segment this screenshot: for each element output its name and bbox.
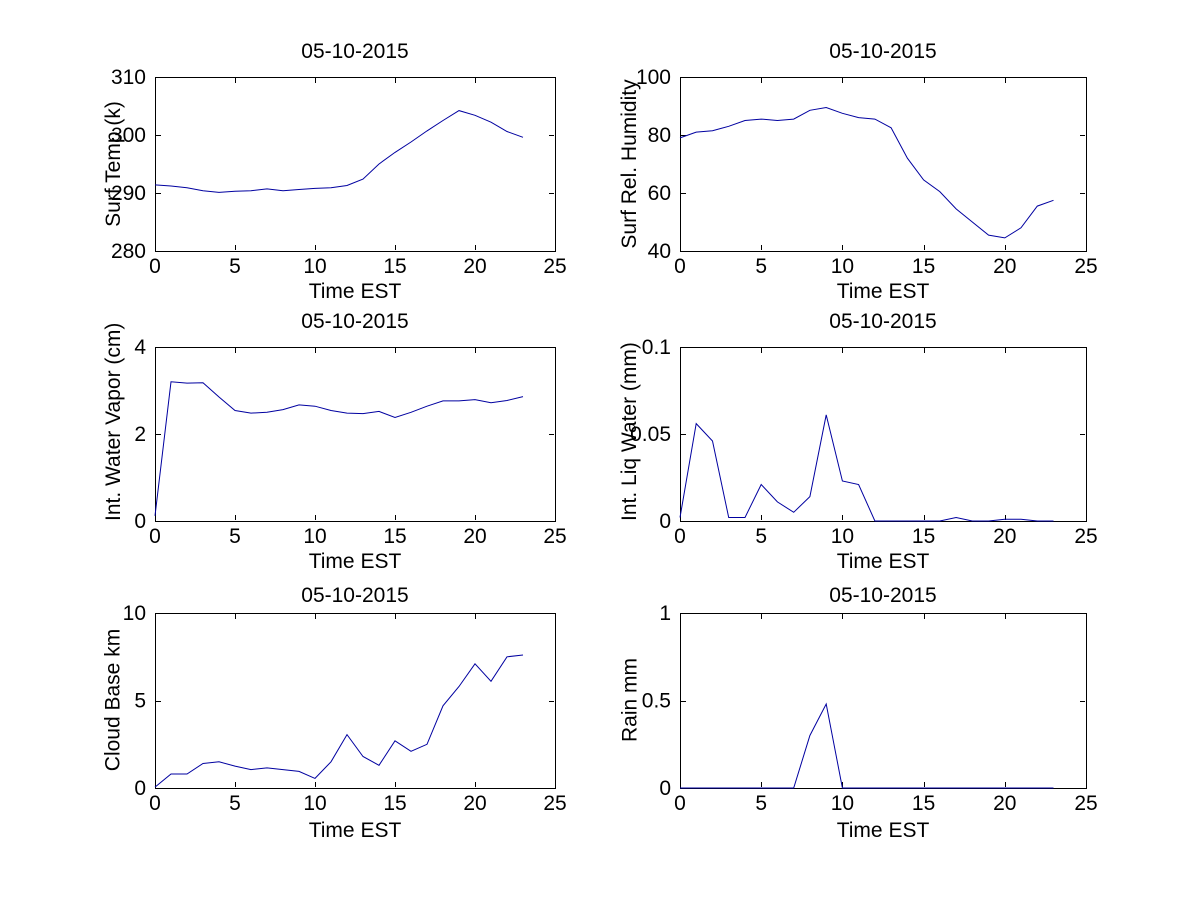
plot-frame <box>680 613 1087 789</box>
data-line <box>680 702 1054 789</box>
y-axis-label-int-water-vapor: Int. Water Vapor (cm) <box>102 322 125 521</box>
x-tick-label: 20 <box>463 792 486 815</box>
y-axis-label-int-liq-water: Int. Liq Water (mm) <box>618 342 641 521</box>
plot-int-liq-water: 0 5 10 15 20 25 0 0.05 0.1 <box>630 336 1098 548</box>
plot-surf-rel-humidity: 0 5 10 15 20 25 40 60 80 100 <box>636 66 1098 278</box>
x-axis-label-int-liq-water: Time EST <box>836 550 930 573</box>
x-axis-label-int-water-vapor: Time EST <box>308 550 402 573</box>
y-tick-label: 0.5 <box>642 690 671 713</box>
x-tick-label: 20 <box>993 525 1016 548</box>
y-tick-label: 0 <box>659 777 671 800</box>
data-line <box>679 106 1054 239</box>
x-tick-label: 15 <box>912 255 935 278</box>
data-line <box>154 110 524 193</box>
y-tick-label: 100 <box>636 66 671 89</box>
x-tick-label: 5 <box>755 255 767 278</box>
x-tick-label: 0 <box>674 525 686 548</box>
x-axis-label-rain: Time EST <box>836 819 930 842</box>
data-line <box>679 414 1054 522</box>
y-tick-label: 40 <box>648 240 671 263</box>
y-tick-label: 0.1 <box>642 336 671 359</box>
x-tick-label: 25 <box>543 525 566 548</box>
title-cloud-base: 05-10-2015 <box>301 584 409 607</box>
plot-frame <box>155 347 556 522</box>
x-tick-label: 0 <box>674 255 686 278</box>
y-tick-label: 60 <box>648 182 671 205</box>
plot-int-water-vapor: 0 5 10 15 20 25 0 2 4 <box>134 336 566 548</box>
x-tick-label: 20 <box>463 525 486 548</box>
title-surf-rel-humidity: 05-10-2015 <box>829 40 937 63</box>
y-tick-label: 5 <box>134 690 146 713</box>
title-int-water-vapor: 05-10-2015 <box>301 310 409 333</box>
plot-frame <box>155 613 556 789</box>
x-tick-label: 25 <box>543 255 566 278</box>
x-tick-label: 10 <box>303 255 326 278</box>
x-tick-label: 25 <box>543 792 566 815</box>
x-tick-label: 20 <box>463 255 486 278</box>
y-tick-label: 2 <box>134 423 146 446</box>
x-tick-label: 15 <box>383 792 406 815</box>
plot-surf-temp: 0 5 10 15 20 25 280 290 300 310 <box>111 66 567 278</box>
y-tick-label: 280 <box>111 240 146 263</box>
title-surf-temp: 05-10-2015 <box>301 40 409 63</box>
y-tick-label: 0 <box>659 510 671 533</box>
y-tick-label: 300 <box>111 124 146 147</box>
x-tick-label: 25 <box>1074 525 1097 548</box>
x-tick-label: 15 <box>383 525 406 548</box>
x-tick-label: 10 <box>303 792 326 815</box>
x-tick-label: 0 <box>149 792 161 815</box>
y-tick-label: 1 <box>659 602 671 625</box>
plot-frame <box>680 347 1087 522</box>
y-tick-label: 80 <box>648 124 671 147</box>
x-tick-label: 15 <box>383 255 406 278</box>
x-tick-label: 25 <box>1074 255 1097 278</box>
x-tick-label: 0 <box>149 525 161 548</box>
x-axis-label-surf-rel-humidity: Time EST <box>836 280 930 303</box>
x-tick-label: 5 <box>755 792 767 815</box>
y-tick-label: 290 <box>111 182 146 205</box>
x-tick-label: 10 <box>831 255 854 278</box>
x-tick-label: 10 <box>303 525 326 548</box>
x-tick-label: 20 <box>993 792 1016 815</box>
y-axis-label-surf-temp: Surf Temp (k) <box>102 101 125 227</box>
x-tick-label: 5 <box>229 525 241 548</box>
y-axis-label-cloud-base: Cloud Base km <box>101 628 125 772</box>
title-int-liq-water: 05-10-2015 <box>829 310 937 333</box>
y-tick-label: 0 <box>134 510 146 533</box>
y-axis-label-rain: Rain mm <box>618 658 642 743</box>
y-tick-label: 4 <box>134 336 146 359</box>
x-tick-label: 5 <box>229 255 241 278</box>
x-axis-label-surf-temp: Time EST <box>308 280 402 303</box>
plot-frame <box>155 77 556 252</box>
x-tick-label: 15 <box>912 525 935 548</box>
x-tick-label: 10 <box>831 525 854 548</box>
x-tick-label: 0 <box>149 255 161 278</box>
x-tick-label: 25 <box>1074 792 1097 815</box>
x-tick-label: 20 <box>993 255 1016 278</box>
y-tick-label: 10 <box>123 602 146 625</box>
x-axis-label-cloud-base: Time EST <box>308 819 402 842</box>
plot-rain: 0 5 10 15 20 25 0 0.5 1 <box>642 602 1098 815</box>
x-tick-label: 15 <box>912 792 935 815</box>
y-tick-label: 0.05 <box>630 423 671 446</box>
data-line <box>154 381 524 516</box>
y-tick-label: 0 <box>134 777 146 800</box>
x-tick-label: 5 <box>755 525 767 548</box>
plot-frame <box>680 77 1087 252</box>
data-line <box>154 654 524 788</box>
x-tick-label: 10 <box>831 792 854 815</box>
y-axis-label-surf-rel-humidity: Surf Rel. Humidity <box>618 79 641 249</box>
x-tick-label: 0 <box>674 792 686 815</box>
y-tick-label: 310 <box>111 66 146 89</box>
title-rain: 05-10-2015 <box>829 584 937 607</box>
x-tick-label: 5 <box>229 792 241 815</box>
plot-cloud-base: 0 5 10 15 20 25 0 5 10 <box>123 602 567 815</box>
